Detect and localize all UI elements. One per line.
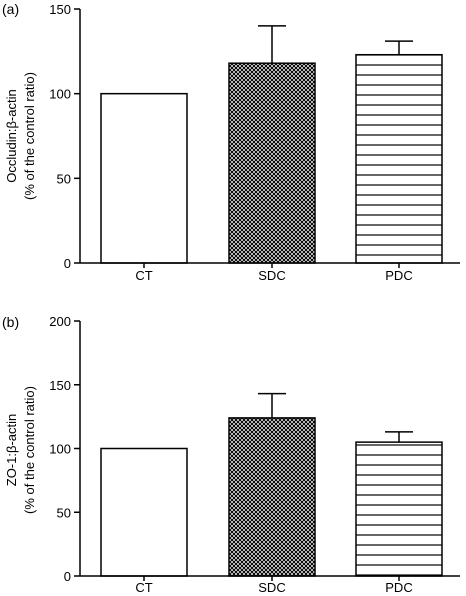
x-tick-label-sdc: SDC (258, 580, 285, 595)
panel-label-b: (b) (2, 314, 19, 330)
y-tick-label-0: 0 (64, 256, 71, 271)
y-tick-label-200: 200 (49, 314, 71, 329)
y-tick-label-100: 100 (49, 87, 71, 102)
y-tick-label-50: 50 (57, 171, 71, 186)
panel-b: (b) ZO-1:β-actin (% of the control ratio… (2, 314, 460, 595)
panel-label-a: (a) (2, 1, 19, 17)
y-axis-label-a-line2: (% of the control ratio) (22, 72, 37, 200)
x-tick-label-pdc: PDC (385, 580, 412, 595)
y-tick-label-150: 150 (49, 2, 71, 17)
bar-ct (100, 92, 188, 264)
x-tick-label-ct: CT (135, 268, 152, 283)
x-tick-label-sdc: SDC (258, 268, 285, 283)
bar-pdc (355, 441, 443, 577)
y-tick-label-150: 150 (49, 378, 71, 393)
bar-pdc (355, 53, 443, 264)
bar-sdc (228, 417, 316, 577)
y-axis-label-a-line1: Occludin:β-actin (4, 89, 19, 182)
panel-a: (a) Occludin:β-actin (% of the control r… (2, 1, 460, 283)
y-axis-label-b-line1: ZO-1:β-actin (4, 414, 19, 487)
bar-sdc (228, 62, 316, 264)
x-tick-label-ct: CT (135, 580, 152, 595)
bar-ct (100, 447, 188, 577)
y-axis-label-b-line2: (% of the control ratio) (22, 386, 37, 514)
y-tick-label-50: 50 (57, 505, 71, 520)
y-tick-label-0: 0 (64, 569, 71, 584)
x-tick-label-pdc: PDC (385, 268, 412, 283)
y-tick-label-100: 100 (49, 442, 71, 457)
